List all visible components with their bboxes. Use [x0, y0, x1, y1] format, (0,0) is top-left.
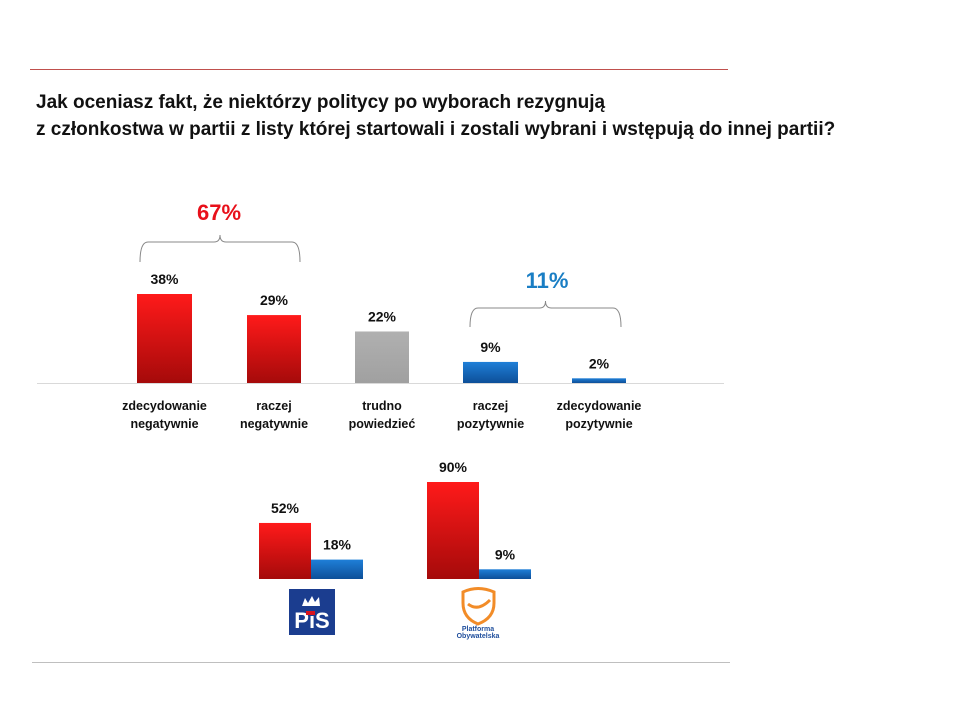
positive-total-label: 11% [526, 268, 569, 293]
pis-logo: PiS [289, 589, 335, 635]
category-label-1-line1: raczej [256, 399, 291, 413]
value-label-1: 29% [260, 292, 289, 308]
po-logo-text-line1: Platforma [462, 626, 494, 633]
value-label-3: 9% [480, 339, 501, 355]
category-label-2-line1: trudno [362, 399, 402, 413]
party-1-value-label-1: 9% [495, 546, 516, 562]
category-label-4-line2: pozytywnie [565, 417, 632, 431]
pis-logo-red-mark [306, 611, 315, 615]
value-label-4: 2% [589, 355, 610, 371]
value-label-2: 22% [368, 308, 397, 324]
party-1-bar-0 [427, 482, 479, 579]
category-label-3-line1: raczej [473, 399, 508, 413]
category-label-1-line2: negatywnie [240, 417, 308, 431]
title-line-1: Jak oceniasz fakt, że niektórzy politycy… [36, 92, 606, 113]
po-logo-swoosh [467, 598, 492, 609]
party-0-value-label-0: 52% [271, 500, 300, 516]
pis-logo-eagle [302, 596, 320, 606]
top-divider [30, 69, 728, 70]
positive-group-brace [469, 300, 622, 328]
value-label-0: 38% [150, 271, 179, 287]
party-1-value-label-0: 90% [439, 459, 468, 475]
category-label-2-line2: powiedzieć [349, 417, 416, 431]
negative-group-brace [139, 234, 301, 263]
party-1-bar-1 [479, 569, 531, 579]
party-0-value-label-1: 18% [323, 537, 352, 553]
bar-1 [247, 315, 301, 383]
party-0-bar-0 [259, 522, 311, 579]
po-logo-text-line2: Obywatelska [457, 633, 500, 640]
category-label-0-line2: negatywnie [130, 417, 198, 431]
po-logo-shield [461, 587, 496, 626]
bar-4 [572, 378, 626, 383]
negative-total-label: 67% [197, 200, 241, 225]
party-0-bar-1 [311, 559, 363, 579]
bottom-divider [32, 662, 730, 663]
category-label-4-line1: zdecydowanie [557, 399, 642, 413]
category-label-0-line1: zdecydowanie [122, 399, 207, 413]
title-line-2: z członkostwa w partii z listy której st… [36, 119, 836, 140]
category-label-3-line2: pozytywnie [457, 417, 524, 431]
page-title: Jak oceniasz fakt, że niektórzy politycy… [36, 89, 936, 143]
bar-3 [463, 361, 518, 383]
bar-2 [355, 331, 409, 383]
bar-0 [137, 294, 192, 383]
